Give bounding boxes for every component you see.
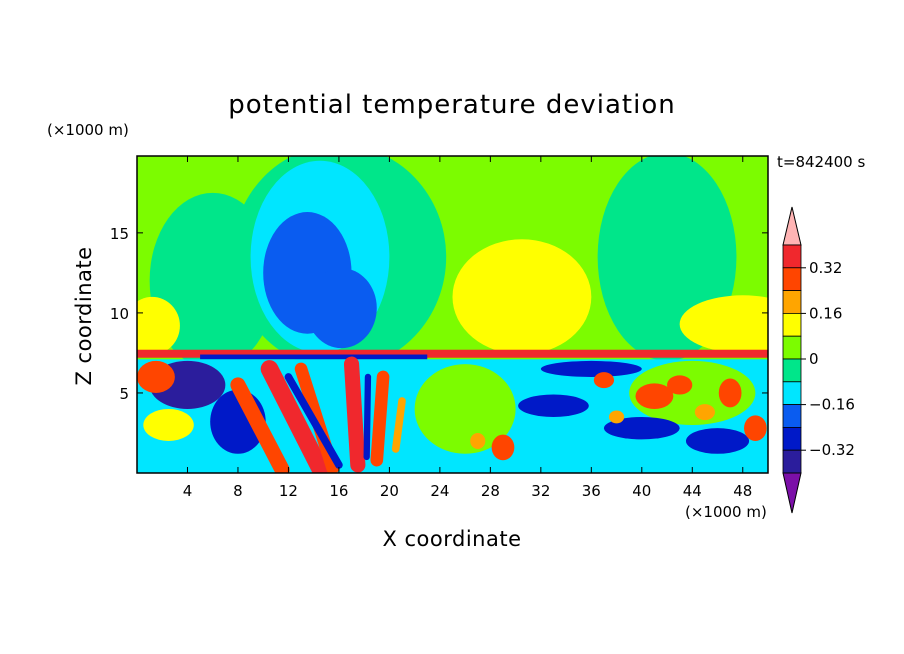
field-region [518, 394, 589, 417]
field-region [491, 434, 515, 461]
x-tick-label: 20 [380, 482, 399, 500]
y-tick-label: 15 [110, 225, 129, 243]
field-region [629, 360, 756, 425]
x-tick-label: 40 [632, 482, 651, 500]
x-tick-label: 8 [233, 482, 243, 500]
field-region [694, 404, 715, 421]
time-label: t=842400 s [777, 153, 865, 171]
plot-frame [136, 155, 769, 474]
y-axis-label: Z coordinate [72, 246, 96, 385]
colorbar-segment [782, 358, 802, 383]
field-region [137, 360, 175, 393]
colorbar-segment [782, 206, 802, 246]
field-region [260, 360, 329, 473]
plot-area [137, 156, 768, 473]
colorbar-label: 0.32 [809, 259, 842, 277]
colorbar-segment [782, 290, 802, 314]
field-region [593, 372, 615, 389]
field-region [200, 354, 428, 360]
colorbar-segment [782, 312, 802, 337]
field-region [667, 375, 693, 395]
field-region [363, 373, 372, 461]
field-region [370, 370, 390, 467]
field-region [306, 268, 377, 349]
field-region [137, 296, 180, 355]
colorbar-segment [782, 335, 802, 360]
x-tick-label: 32 [531, 482, 550, 500]
y-unit-label: (×1000 m) [47, 121, 129, 139]
field-region [635, 383, 674, 409]
colorbar-segment [782, 472, 802, 514]
x-tick-label: 4 [183, 482, 193, 500]
y-axis: 5 10 15 [110, 225, 768, 403]
x-tick-label: 36 [582, 482, 601, 500]
x-axis-label: X coordinate [382, 527, 521, 551]
y-tick-label: 10 [110, 305, 129, 323]
field-region [540, 360, 642, 377]
colorbar-segment [782, 404, 802, 428]
field-region [718, 378, 742, 408]
colorbar-segment [782, 267, 802, 291]
x-unit-label: (×1000 m) [685, 503, 767, 521]
field-region [685, 428, 750, 454]
colorbar-segment [782, 449, 802, 474]
chart-title: potential temperature deviation [228, 90, 675, 120]
colorbar-label: −0.16 [809, 396, 855, 414]
field-region [343, 356, 366, 473]
field-region [143, 408, 194, 441]
colorbar-label: 0 [809, 350, 819, 368]
colorbar-segment [782, 244, 802, 269]
x-tick-label: 44 [683, 482, 702, 500]
colorbar-label: −0.32 [809, 441, 855, 459]
x-tick-label: 48 [733, 482, 752, 500]
colorbar-segment [782, 426, 802, 451]
x-tick-label: 12 [279, 482, 298, 500]
colorbar-label: 0.16 [809, 304, 842, 322]
colorbar-segment [782, 381, 802, 405]
field-region [679, 295, 768, 353]
colorbar: 0.32 0.16 0 −0.16 −0.32 [782, 206, 855, 514]
field-region [391, 397, 406, 453]
x-axis: 4 8 12 16 20 24 28 32 36 40 44 48 [183, 156, 752, 500]
field-region [230, 377, 290, 473]
y-tick-label: 5 [119, 385, 129, 403]
x-tick-label: 16 [329, 482, 348, 500]
x-tick-label: 24 [430, 482, 449, 500]
field-region [137, 349, 768, 358]
field-region [744, 415, 767, 441]
field-region [452, 239, 592, 355]
field-region [608, 410, 625, 424]
field-region [414, 364, 516, 454]
field-region [470, 432, 486, 449]
field-region [603, 416, 680, 440]
x-tick-label: 28 [481, 482, 500, 500]
field-region [284, 373, 343, 469]
